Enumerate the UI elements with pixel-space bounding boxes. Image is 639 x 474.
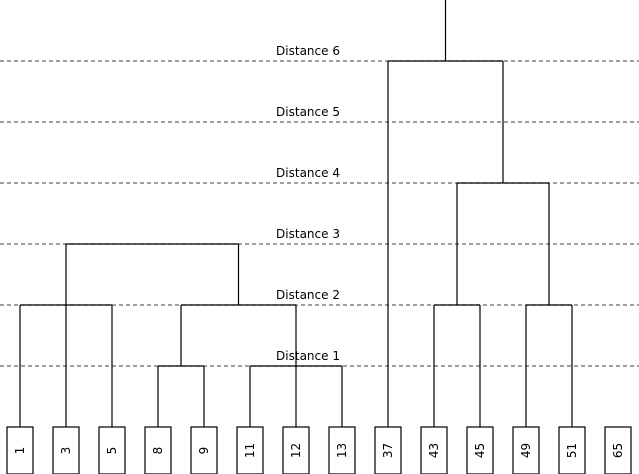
- leaf-box: [282, 426, 310, 474]
- leaf-label: 5: [105, 447, 119, 455]
- leaf-label: 13: [335, 443, 349, 458]
- distance-label-5: Distance 5: [276, 105, 340, 119]
- distance-label-6: Distance 6: [276, 44, 340, 58]
- leaf-label: 51: [565, 443, 579, 458]
- leaf-node-65: 65: [604, 426, 632, 474]
- leaf-box: [328, 426, 356, 474]
- leaf-box: [420, 426, 448, 474]
- leaf-box: [144, 426, 172, 474]
- leaf-label: 43: [427, 443, 441, 458]
- leaf-node-49: 49: [512, 426, 540, 474]
- leaf-node-43: 43: [420, 426, 448, 474]
- leaf-label: 9: [197, 447, 211, 455]
- distance-label-4: Distance 4: [276, 166, 340, 180]
- leaf-node-13: 13: [328, 426, 356, 474]
- leaf-label: 65: [611, 443, 625, 458]
- leaf-label: 3: [59, 447, 73, 455]
- leaf-box: [52, 426, 80, 474]
- leaf-box: [558, 426, 586, 474]
- distance-label-1: Distance 1: [276, 349, 340, 363]
- leaf-box: [604, 426, 632, 474]
- leaf-node-9: 9: [190, 426, 218, 474]
- dendrogram-links: [19, 0, 573, 427]
- leaf-node-11: 11: [236, 426, 264, 474]
- leaf-box: [374, 426, 402, 474]
- leaf-label: 1: [13, 447, 27, 455]
- leaf-box: [98, 426, 126, 474]
- leaf-label: 11: [243, 443, 257, 458]
- distance-guides: Distance 1 Distance 2 Distance 3 Distance 4…: [0, 44, 639, 367]
- leaf-node-45: 45: [466, 426, 494, 474]
- leaf-label: 12: [289, 443, 303, 458]
- leaf-node-5: 5: [98, 426, 126, 474]
- leaf-box: [466, 426, 494, 474]
- leaf-node-12: 12: [282, 426, 310, 474]
- distance-label-2: Distance 2: [276, 288, 340, 302]
- leaf-node-8: 8: [144, 426, 172, 474]
- leaf-box: [236, 426, 264, 474]
- leaf-label: 45: [473, 443, 487, 458]
- leaf-label: 8: [151, 447, 165, 455]
- leaf-nodes: 1 3 5 8 9 11 12 13 37 43 45 49 51 65: [6, 426, 632, 474]
- leaf-box: [512, 426, 540, 474]
- leaf-box: [190, 426, 218, 474]
- distance-label-3: Distance 3: [276, 227, 340, 241]
- leaf-label: 49: [519, 443, 533, 458]
- leaf-node-1: 1: [6, 426, 34, 474]
- leaf-box: [6, 426, 34, 474]
- leaf-node-51: 51: [558, 426, 586, 474]
- leaf-node-3: 3: [52, 426, 80, 474]
- leaf-node-37: 37: [374, 426, 402, 474]
- leaf-label: 37: [381, 443, 395, 458]
